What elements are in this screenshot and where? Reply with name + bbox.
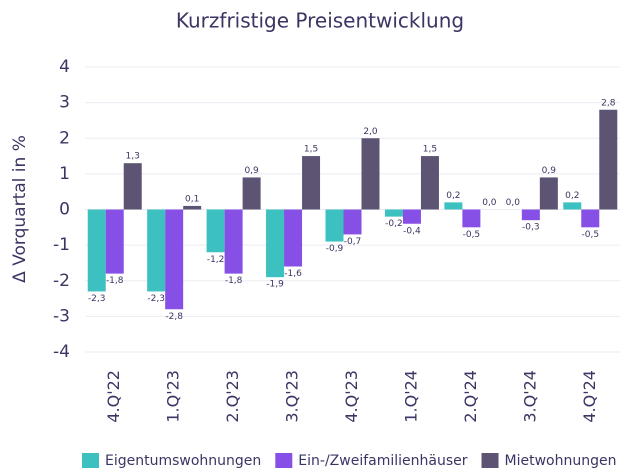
legend-swatch [82,453,99,468]
bar [302,156,321,210]
bar [539,177,558,210]
value-label: 0,9 [542,166,557,176]
bar [462,209,481,228]
value-label: -0,3 [522,223,540,233]
bar [242,177,261,210]
bar [123,163,142,210]
x-tick-label: 2.Q'23 [223,370,242,423]
value-label: -0,7 [344,237,362,247]
value-label: 0,2 [565,191,579,201]
bar [206,209,225,253]
value-label: 1,5 [423,145,437,155]
x-tick-label: 4.Q'23 [342,370,361,423]
bar [284,209,303,267]
x-tick-label: 4.Q'24 [580,370,599,423]
y-tick-label: -2 [53,271,70,291]
value-label: -2,8 [165,312,183,322]
value-label: -0,5 [463,230,481,240]
bar [581,209,600,228]
value-label: -0,9 [326,244,344,254]
value-label: 0,1 [185,194,199,204]
x-tick-label: 4.Q'22 [104,370,123,423]
legend-label: Eigentumswohnungen [105,453,261,468]
bar [563,202,582,210]
bar [444,202,463,210]
value-label: -0,4 [403,226,421,236]
bar [266,209,285,278]
bar [224,209,243,274]
value-label: 1,3 [126,152,140,162]
bar [87,209,106,292]
value-label: 0,9 [244,166,259,176]
value-label: -1,6 [284,269,302,279]
value-label: -1,8 [225,276,243,286]
y-tick-label: -1 [53,235,70,255]
value-label: -2,3 [88,294,106,304]
value-label: -1,9 [266,280,284,290]
bar [183,205,202,210]
legend-label: Ein-/Zweifamilienhäuser [298,453,467,468]
bar [165,209,184,310]
y-tick-label: 3 [59,93,70,113]
x-tick-label: 3.Q'23 [283,370,302,423]
legend-label: Mietwohnungen [505,453,617,468]
chart-title: Kurzfristige Preisentwicklung [176,9,464,33]
x-tick-label: 3.Q'24 [520,370,539,423]
value-label: -1,2 [207,255,225,265]
y-tick-label: 0 [59,200,70,220]
legend-swatch [481,453,499,468]
bar [402,209,421,224]
value-label: 1,5 [304,145,318,155]
legend-swatch [275,453,293,468]
bar [384,209,403,217]
bar [599,109,618,210]
bar [325,209,344,242]
y-tick-label: -3 [53,306,70,326]
x-tick-label: 1.Q'23 [164,370,183,423]
y-axis-label: Δ Vorquartal in % [10,135,30,283]
value-label: -2,3 [147,294,165,304]
bar [361,138,380,210]
bar [147,209,166,292]
value-label: -0,2 [385,219,403,229]
value-label: -0,5 [581,230,599,240]
y-tick-label: 4 [59,57,70,77]
bar [420,156,439,210]
value-label: 0,0 [482,198,497,208]
y-tick-label: 2 [59,128,70,148]
bar [521,209,540,221]
bar [105,209,124,274]
value-label: 0,0 [506,198,521,208]
value-label: 2,0 [363,127,378,137]
bar [343,209,362,235]
x-tick-label: 1.Q'24 [401,370,420,423]
y-tick-label: -4 [53,342,70,362]
x-tick-label: 2.Q'24 [461,370,480,423]
y-tick-label: 1 [59,164,70,184]
value-label: 2,8 [601,98,616,108]
value-label: -1,8 [106,276,124,286]
value-label: 0,2 [446,191,460,201]
